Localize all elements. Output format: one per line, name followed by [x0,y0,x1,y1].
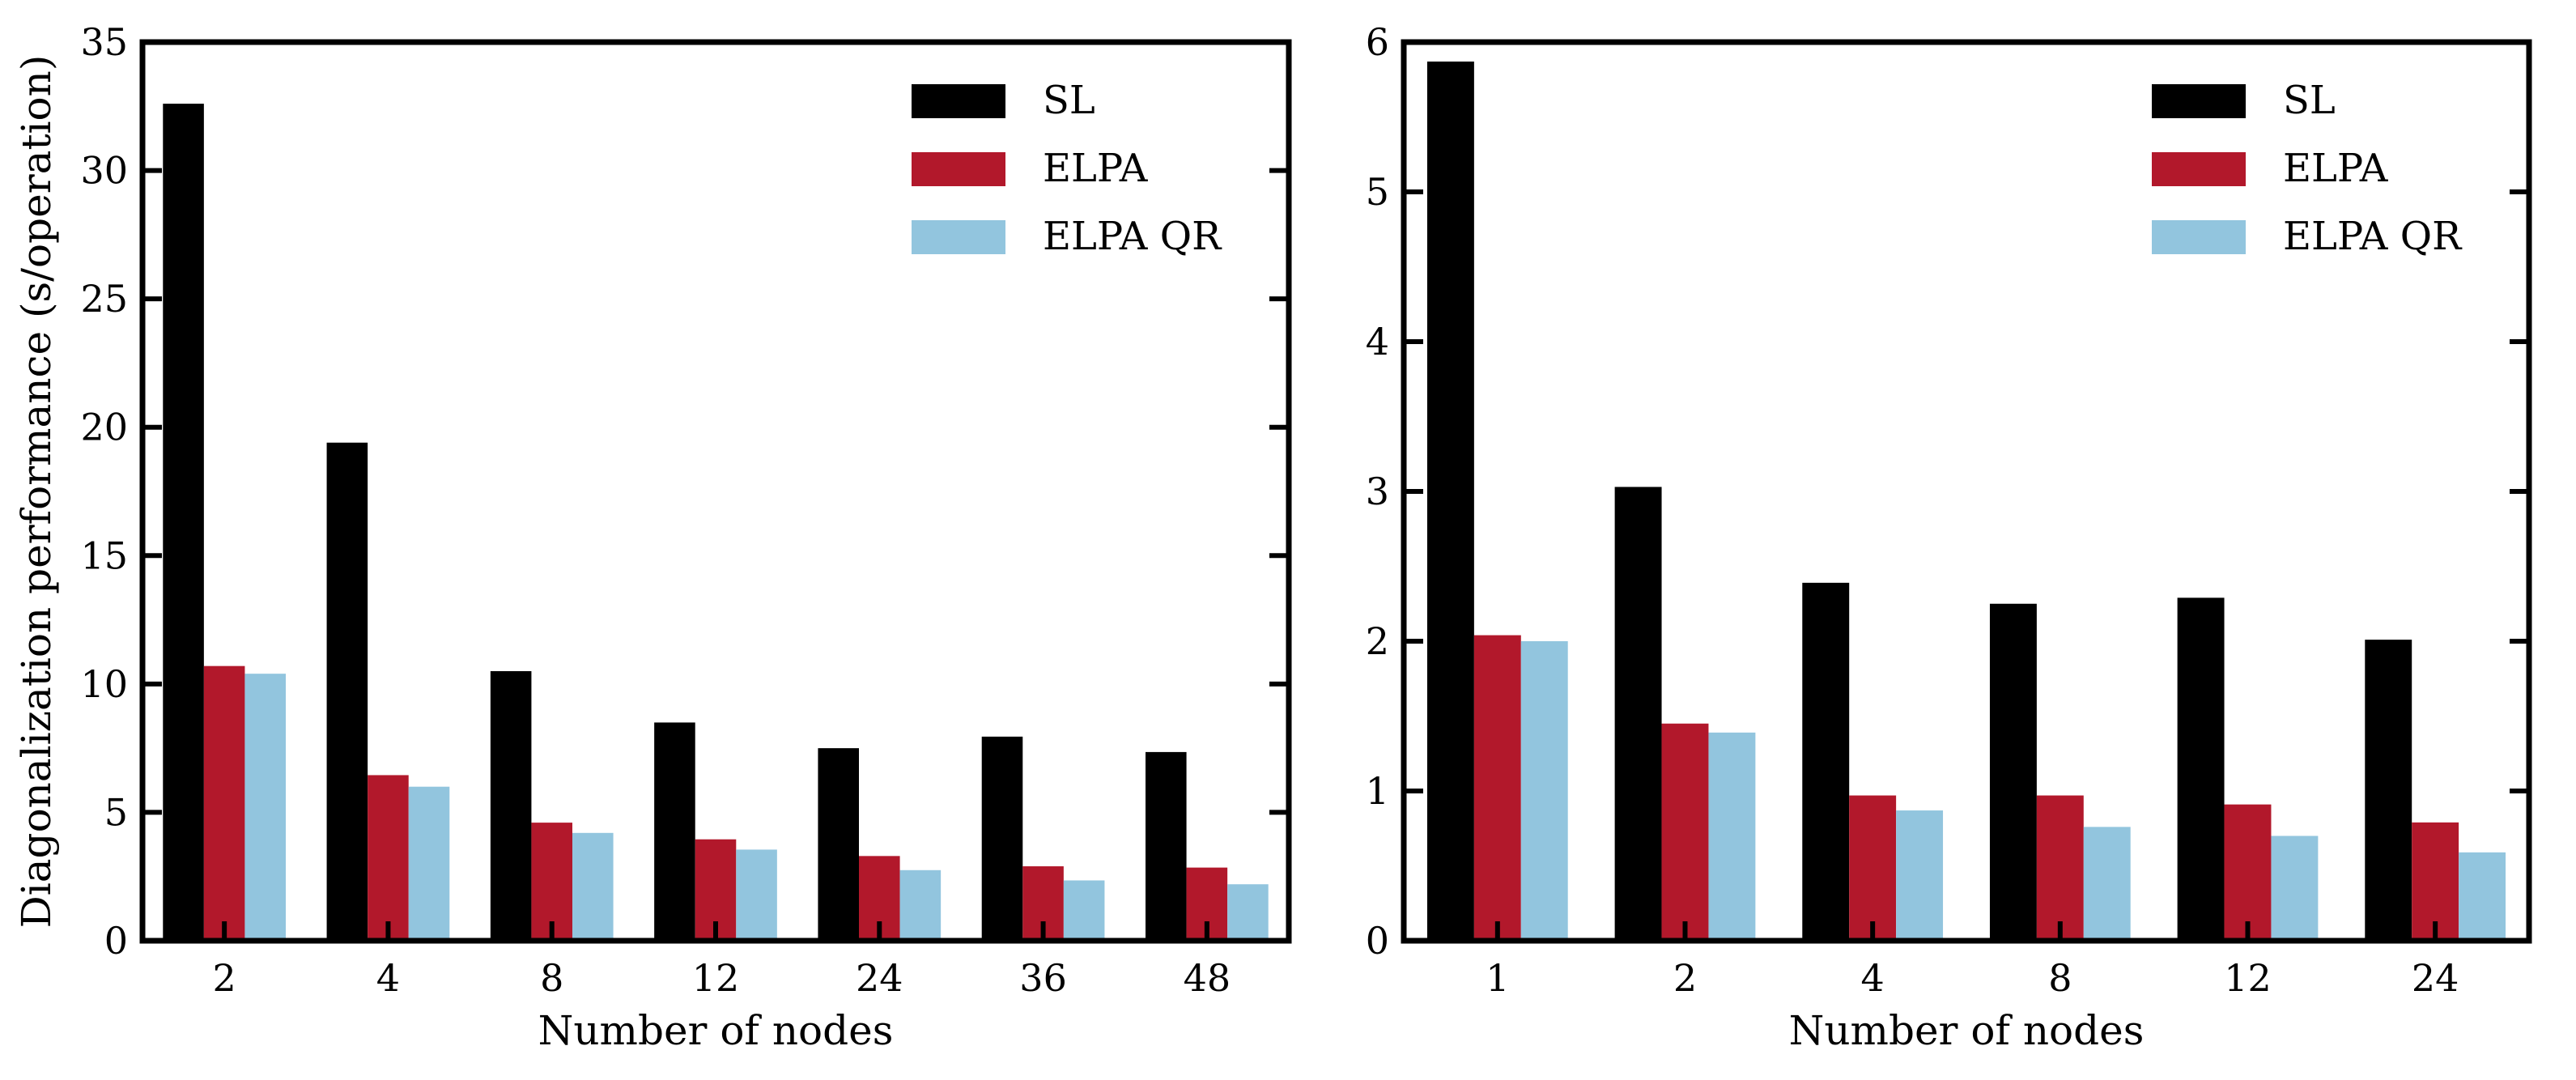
x-tick-label: 48 [1184,956,1231,1000]
x-tick-label: 1 [1486,956,1509,1000]
bar-elpa-24 [2412,822,2459,941]
bar-elpa-2 [1661,723,1709,941]
bar-sl-12 [2177,597,2225,941]
legend-swatch-elpa-qr [2152,220,2246,254]
x-tick-label: 12 [2224,956,2272,1000]
y-tick-label: 3 [1366,470,1389,513]
y-tick-label: 1 [1366,769,1389,813]
x-tick-label: 12 [692,956,740,1000]
x-tick-label: 2 [213,956,236,1000]
bar-elpa-qr-36 [1063,880,1105,941]
y-axis-label: Diagonalization performance (s/operation… [13,55,60,929]
legend-swatch-sl [2152,84,2246,118]
legend-swatch-elpa [912,152,1005,186]
x-tick-label: 4 [1861,956,1885,1000]
legend: SL ELPA ELPA QR [2152,78,2463,259]
bar-sl-12 [654,722,695,941]
y-tick-label: 30 [80,149,128,193]
bar-elpa-qr-8 [2083,827,2131,941]
bar-sl-2 [1614,487,1662,941]
bar-elpa-qr-12 [736,849,777,941]
bar-sl-48 [1146,751,1187,941]
bar-elpa-qr-24 [2459,852,2506,941]
legend-label: SL [2283,78,2336,123]
legend-swatch-elpa-qr [912,220,1005,254]
bar-sl-8 [490,671,532,941]
bar-sl-1 [1426,62,1474,941]
legend-label: ELPA QR [1043,214,1222,259]
bar-elpa-qr-24 [899,870,942,941]
x-tick-label: 2 [1673,956,1697,1000]
bar-sl-24 [818,748,859,941]
bar-elpa-4 [1849,795,1897,941]
y-tick-label: 5 [1366,170,1389,214]
bar-elpa-2 [203,665,245,941]
legend-label: ELPA [1043,146,1149,191]
y-tick-label: 25 [80,277,128,321]
legend-label: ELPA [2283,146,2389,191]
bar-elpa-8 [531,823,572,941]
bar-sl-2 [163,104,204,942]
legend-label: SL [1043,78,1095,123]
bar-sl-4 [1802,582,1850,941]
y-tick-label: 6 [1366,20,1389,64]
bar-elpa-4 [368,775,409,941]
bar-elpa-qr-4 [408,786,450,941]
x-tick-label: 4 [376,956,400,1000]
y-tick-label: 0 [104,919,128,963]
bar-sl-24 [2365,640,2412,941]
legend: SL ELPA ELPA QR [912,78,1222,259]
y-tick-label: 20 [80,406,128,449]
bar-elpa-qr-2 [1708,732,1756,941]
bar-elpa-qr-48 [1227,884,1269,941]
bar-elpa-1 [1473,635,1521,941]
bar-elpa-qr-1 [1520,641,1568,941]
x-tick-label: 8 [2048,956,2072,1000]
bar-elpa-qr-4 [1896,810,1944,941]
legend-label: ELPA QR [2283,214,2463,259]
y-tick-label: 0 [1366,919,1389,963]
bar-elpa-qr-8 [572,832,614,941]
x-axis-label: Number of nodes [1789,1007,2145,1054]
y-tick-label: 4 [1366,320,1389,364]
bar-sl-36 [981,736,1023,941]
y-tick-label: 5 [104,790,128,834]
y-tick-label: 2 [1366,619,1389,663]
x-tick-label: 36 [1019,956,1067,1000]
y-tick-label: 15 [80,534,128,577]
bar-elpa-qr-12 [2271,836,2319,941]
x-axis-label: Number of nodes [538,1007,894,1054]
legend-swatch-sl [912,84,1005,118]
legend-swatch-elpa [2152,152,2246,186]
y-tick-label: 10 [80,662,128,706]
x-tick-label: 24 [2412,956,2459,1000]
x-tick-label: 24 [856,956,903,1000]
bar-sl-4 [326,442,368,941]
bar-elpa-12 [2224,804,2272,941]
bar-elpa-8 [2036,795,2084,941]
x-tick-label: 8 [540,956,563,1000]
bar-sl-8 [1989,603,2037,941]
y-tick-label: 35 [80,20,128,64]
bar-elpa-qr-2 [244,674,286,941]
